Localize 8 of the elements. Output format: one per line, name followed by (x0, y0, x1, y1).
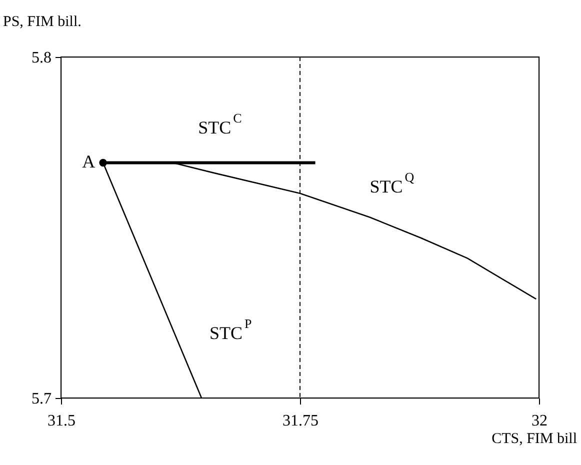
annotation: A (82, 152, 96, 172)
x-tick-label: 32 (532, 412, 548, 430)
x-axis-title: CTS, FIM bill (492, 431, 577, 447)
y-tick-label: 5.7 (32, 390, 52, 408)
y-tick-label: 5.8 (32, 50, 52, 66)
y-axis-title: PS, FIM bill. (3, 14, 82, 30)
x-tick-label: 31.75 (282, 412, 318, 430)
x-tick-label: 31.5 (48, 412, 76, 430)
